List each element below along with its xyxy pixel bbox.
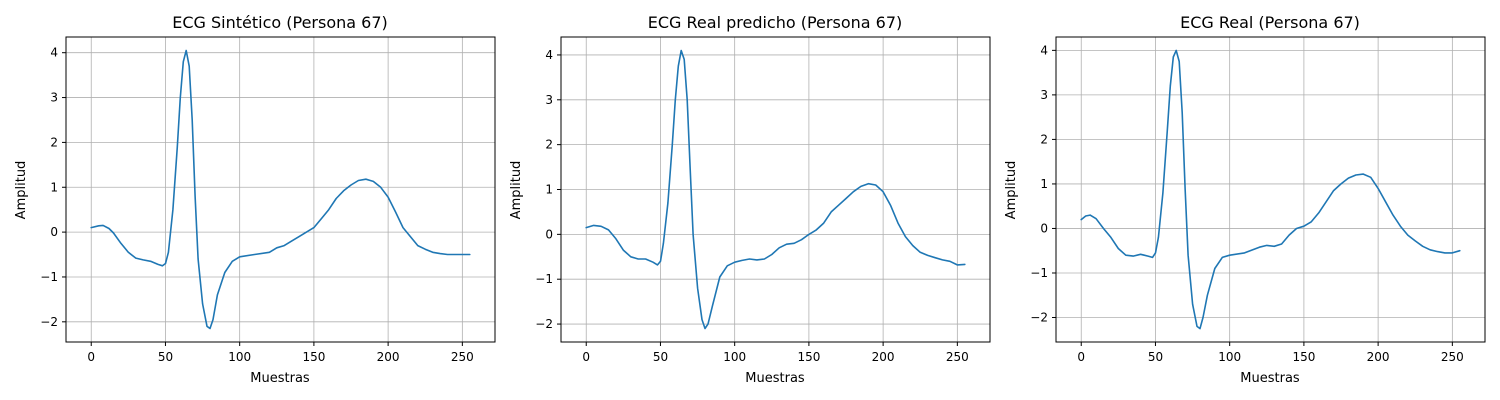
x-tick-label: 150	[797, 350, 820, 364]
plot-frame	[1055, 36, 1486, 343]
x-tick-label: 100	[1218, 350, 1241, 364]
x-tick-label: 0	[1077, 350, 1085, 364]
y-tick-label: 4	[1040, 43, 1048, 57]
y-axis-label: Amplitud	[1004, 161, 1019, 220]
y-tick-label: 1	[1040, 177, 1048, 191]
y-tick-label: 4	[545, 48, 553, 62]
chart-title: ECG Real (Persona 67)	[1180, 13, 1360, 32]
y-tick-label: 3	[50, 91, 58, 105]
x-tick-label: 0	[87, 350, 95, 364]
y-tick-label: −1	[535, 272, 553, 286]
y-tick-label: −1	[40, 270, 58, 284]
panel-ecg-real: ECG Real (Persona 67) Muestras Amplitud …	[1004, 13, 1486, 386]
grid	[66, 37, 495, 342]
x-tick-label: 50	[653, 350, 668, 364]
y-tick-label: 0	[50, 225, 58, 239]
x-tick-label: 200	[1367, 350, 1390, 364]
x-tick-label: 50	[1148, 350, 1163, 364]
x-tick-label: 0	[582, 350, 590, 364]
y-tick-label: 1	[50, 180, 58, 194]
chart-title: ECG Real predicho (Persona 67)	[648, 13, 902, 32]
y-tick-label: 4	[50, 46, 58, 60]
grid	[561, 37, 990, 342]
y-axis-label: Amplitud	[14, 161, 29, 220]
x-tick-label: 250	[451, 350, 474, 364]
y-tick-label: 3	[545, 93, 553, 107]
y-tick-label: −2	[535, 317, 553, 331]
y-tick-label: 0	[1040, 221, 1048, 235]
x-tick-label: 50	[158, 350, 173, 364]
panel-ecg-sintetico: ECG Sintético (Persona 67) Muestras Ampl…	[14, 13, 496, 386]
panel-ecg-real-predicho: ECG Real predicho (Persona 67) Muestras …	[509, 13, 991, 386]
grid	[1056, 37, 1485, 342]
y-tick-label: 2	[50, 135, 58, 149]
plot-frame	[65, 36, 496, 343]
ecg-series-line	[1080, 49, 1461, 330]
y-tick-label: −2	[40, 315, 58, 329]
x-tick-label: 100	[228, 350, 251, 364]
y-tick-label: 0	[545, 227, 553, 241]
x-tick-label: 250	[946, 350, 969, 364]
x-tick-label: 100	[723, 350, 746, 364]
y-tick-label: 1	[545, 183, 553, 197]
x-tick-label: 150	[302, 350, 325, 364]
ecg-series-line	[90, 49, 471, 330]
y-tick-label: 2	[1040, 132, 1048, 146]
y-tick-label: −1	[1030, 266, 1048, 280]
y-tick-label: 3	[1040, 88, 1048, 102]
y-tick-label: 2	[545, 138, 553, 152]
x-tick-label: 250	[1441, 350, 1464, 364]
y-axis-label: Amplitud	[509, 161, 524, 220]
ecg-series-line	[585, 49, 966, 330]
y-tick-label: −2	[1030, 311, 1048, 325]
x-axis-label: Muestras	[745, 371, 805, 386]
x-tick-label: 150	[1292, 350, 1315, 364]
x-tick-label: 200	[377, 350, 400, 364]
x-axis-label: Muestras	[1240, 371, 1300, 386]
chart-title: ECG Sintético (Persona 67)	[172, 13, 388, 32]
x-axis-label: Muestras	[250, 371, 310, 386]
x-tick-label: 200	[872, 350, 895, 364]
